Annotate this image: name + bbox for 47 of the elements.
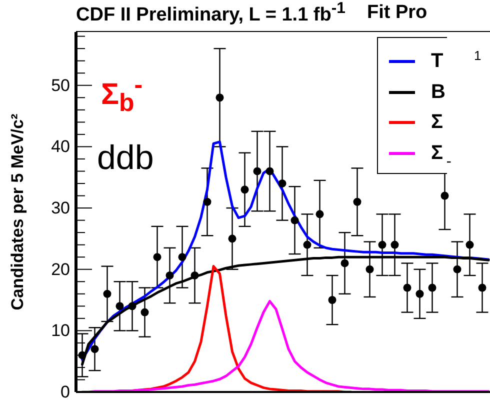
y-tick-label: 10 — [51, 321, 70, 340]
point — [353, 198, 362, 206]
point — [216, 94, 224, 102]
point — [153, 253, 162, 262]
y-tick-label: 0 — [60, 382, 70, 402]
y-axis-title: Candidates per 5 MeV/c² — [8, 114, 28, 310]
legend-label: Σ — [431, 142, 444, 164]
y-tick-label: 30 — [51, 198, 70, 218]
text: Fit Pro — [367, 2, 428, 25]
point — [203, 198, 212, 206]
legend-label: B — [431, 80, 446, 104]
point — [478, 284, 486, 292]
point — [328, 296, 336, 304]
legend-label: T — [431, 50, 444, 73]
chart-title: CDF II Preliminary, L = 1.1 fb$^{-1}$ — [76, 0, 346, 26]
point — [228, 234, 236, 243]
legend-label: Σ — [431, 111, 444, 134]
point — [290, 216, 299, 224]
point — [416, 290, 424, 298]
point — [453, 265, 462, 274]
point — [278, 179, 286, 188]
point — [366, 265, 374, 274]
point — [316, 210, 324, 218]
y-tick-label: 50 — [51, 76, 70, 95]
point — [253, 167, 262, 176]
point — [390, 240, 399, 249]
point — [378, 240, 386, 249]
point — [116, 302, 124, 310]
point — [178, 253, 186, 262]
point — [140, 308, 149, 316]
point — [303, 240, 312, 249]
point — [440, 192, 449, 200]
point — [340, 259, 349, 268]
point — [128, 302, 136, 310]
point — [266, 167, 274, 176]
point — [190, 271, 199, 280]
annotation: 1 — [474, 48, 482, 64]
point — [466, 240, 474, 249]
point — [428, 284, 436, 292]
y-tick-label: 40 — [51, 137, 70, 156]
point — [90, 345, 99, 354]
y-tick-label: 20 — [51, 260, 70, 279]
point — [166, 271, 174, 280]
point — [240, 186, 249, 194]
point — [103, 290, 112, 298]
annotation: ddb — [97, 138, 154, 179]
point — [403, 284, 412, 292]
